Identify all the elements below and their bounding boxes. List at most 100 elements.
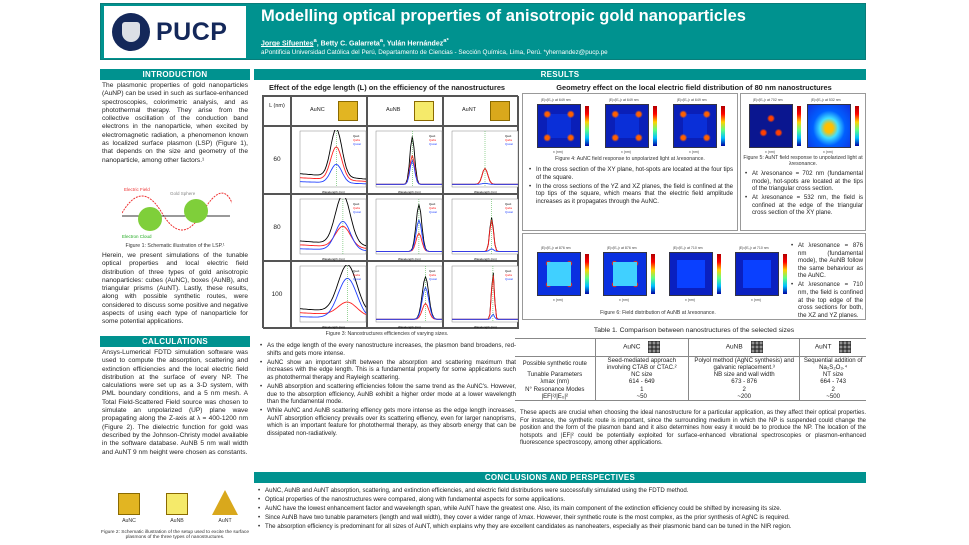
axis-label: x (nm) <box>689 150 699 154</box>
table-row: N° Resonance Modes 1 2 2 <box>515 385 866 393</box>
table-cell: ~500 <box>799 392 866 401</box>
intro-paragraph-1: The plasmonic properties of gold nanopar… <box>102 82 248 164</box>
colorbar <box>855 106 859 146</box>
bullet: AuNB absorption and scattering efficienc… <box>260 383 516 406</box>
legend-entry: Qabs <box>429 206 437 210</box>
legend-entry: Qabs <box>429 273 437 277</box>
fig2-shapes: AuNC AuNB AuNT <box>100 490 250 526</box>
label-gold-sphere: Gold Sphere <box>170 191 196 196</box>
x-axis-label: Wavelength (nm) <box>474 190 497 194</box>
field-map <box>537 252 581 296</box>
map-title: |E|²/|E₀|² at 649 nm <box>609 98 639 102</box>
row-label: Tunable Parameters <box>527 371 583 379</box>
pucp-logo: PUCP <box>104 6 246 58</box>
table-note: These apects are crucial when choosing t… <box>520 410 866 446</box>
spectrum-plot: Qext Qabs Qscat Wavelength (nm) <box>291 194 367 261</box>
legend-entry: Qext <box>505 134 512 138</box>
colorbar <box>783 254 787 294</box>
gold-sphere <box>184 199 208 223</box>
author: Yulán Hernández <box>386 40 444 48</box>
curve-scat <box>452 248 518 252</box>
legend-entry: Qabs <box>353 273 361 277</box>
table-row: λmax (nm) 614 - 649 673 - 876 664 - 743 <box>515 378 866 386</box>
spectrum-plot: Qext Qabs Qscat Wavelength (nm) <box>367 126 443 194</box>
legend-entry: Qscat <box>429 142 437 146</box>
curve-abs <box>299 146 367 182</box>
legend-entry: Qabs <box>353 138 361 142</box>
bullet: In the cross section of the XY plane, ho… <box>529 166 733 181</box>
x-axis-label: Wavelength (nm) <box>398 257 421 261</box>
authors: Jorge Sifuentesa, Betty C. Galarretaa, Y… <box>261 38 449 48</box>
x-axis-label: Wavelength (nm) <box>474 257 497 261</box>
axis-label: x (nm) <box>765 150 775 154</box>
map-title: |E|²/|E₀|² at 649 nm <box>541 98 571 102</box>
spectrum-plot: Qext Qabs Qscat Wavelength (nm) <box>291 261 367 329</box>
shape-icon <box>414 101 434 121</box>
poster-title: Modelling optical properties of anisotro… <box>261 7 746 25</box>
table-caption: Table 1. Comparison between nanostructur… <box>593 327 795 334</box>
tem-image <box>648 341 661 354</box>
column-label: AuNC <box>310 107 325 113</box>
curve-scat <box>300 277 367 318</box>
fig2-caption: Figure 2: Schematic illustration of the … <box>101 530 249 540</box>
legend-entry: Qext <box>429 134 436 138</box>
curve-scat <box>300 163 366 185</box>
bullet: Optical properties of the nanostructures… <box>258 496 862 504</box>
curve-ext <box>299 198 367 247</box>
legend-entry: Qabs <box>505 138 513 142</box>
bullet: In the cross sections of the YZ and XZ p… <box>529 183 733 206</box>
shape-label: AuNC <box>122 518 136 524</box>
box-shape <box>166 493 188 515</box>
table-row: Possible synthetic route Seed-mediated ap… <box>515 356 866 372</box>
row-label-cell: 80 <box>263 194 291 261</box>
legend-entry: Qscat <box>353 277 361 281</box>
affiliation: aPontificia Universidad Católica del Per… <box>261 49 608 56</box>
spectrum-plot: Qext Qabs Qscat Wavelength (nm) <box>443 194 519 261</box>
legend-entry: Qscat <box>505 277 513 281</box>
prism-shape <box>212 490 238 515</box>
spectrum-plot: Qext Qabs Qscat Wavelength (nm) <box>291 126 367 194</box>
bullet: Since AuNB have two tunable parameters (… <box>258 514 862 522</box>
x-axis-label: Wavelength (nm) <box>474 325 497 329</box>
fig5-caption: Figure 5: AuNT field response to unpolar… <box>743 155 863 168</box>
fig4-caption: Figure 4: AuNC field response to unpolar… <box>555 156 705 162</box>
fig6-panel: |E|²/|E₀|² at 876 nm x (nm) |E|²/|E₀|² at … <box>522 233 866 320</box>
column-header <box>515 339 595 357</box>
pucp-seal-icon <box>112 13 150 51</box>
bullet: At λresonance = 710 nm, the field is con… <box>791 281 863 319</box>
map-title: |E|²/|E₀|² at 649 nm <box>677 98 707 102</box>
column-header: AuNC <box>594 339 689 357</box>
curve-ext <box>299 130 367 180</box>
row-label: 60 <box>273 156 281 163</box>
table-cell: NC size <box>594 371 689 379</box>
field-map <box>603 252 647 296</box>
colorbar <box>721 106 725 146</box>
colorbar <box>717 254 721 294</box>
spectrum-plot: Qext Qabs Qscat Wavelength (nm) <box>443 261 519 329</box>
row-label: N° Resonance Modes <box>525 385 585 393</box>
bullet: AuNC have the lowest enhancement factor … <box>258 505 862 513</box>
fig4-panel: |E|²/|E₀|² at 649 nm x (nm) |E|²/|E₀|² at … <box>522 93 738 231</box>
results-heading: RESULTS <box>254 69 866 80</box>
x-axis-label: Wavelength (nm) <box>322 190 345 194</box>
column-label: AuNT <box>462 107 477 113</box>
table-row: Tunable Parameters NC size NB size and wal… <box>515 371 866 379</box>
conclusion-bullets: AuNC, AuNB and AuNT absorption, scatteri… <box>258 487 862 532</box>
axis-label: x (nm) <box>621 150 631 154</box>
colorbar <box>585 106 589 146</box>
curve-scat <box>376 286 442 320</box>
legend-entry: Qabs <box>353 206 361 210</box>
bullet: While AuNC and AuNB scattering effiency … <box>260 407 516 437</box>
efficiency-grid: L (nm) AuNC AuNB AuNT 60 Qext Qabs Qscat Wavelen… <box>262 95 519 329</box>
axis-label: x (nm) <box>553 298 563 302</box>
map-title: |E|²/|E₀|² at 876 nm <box>607 246 637 250</box>
bullet: At λresonance = 702 nm (fundamental mode… <box>745 170 863 193</box>
lsp-schematic: Electric Field Gold Sphere Electron Clou… <box>122 187 232 239</box>
row-label: 80 <box>273 223 281 231</box>
edge-bullets: As the edge length of the every nanostru… <box>260 342 516 439</box>
table-cell: 1 <box>594 385 689 393</box>
legend-entry: Qext <box>429 202 436 206</box>
